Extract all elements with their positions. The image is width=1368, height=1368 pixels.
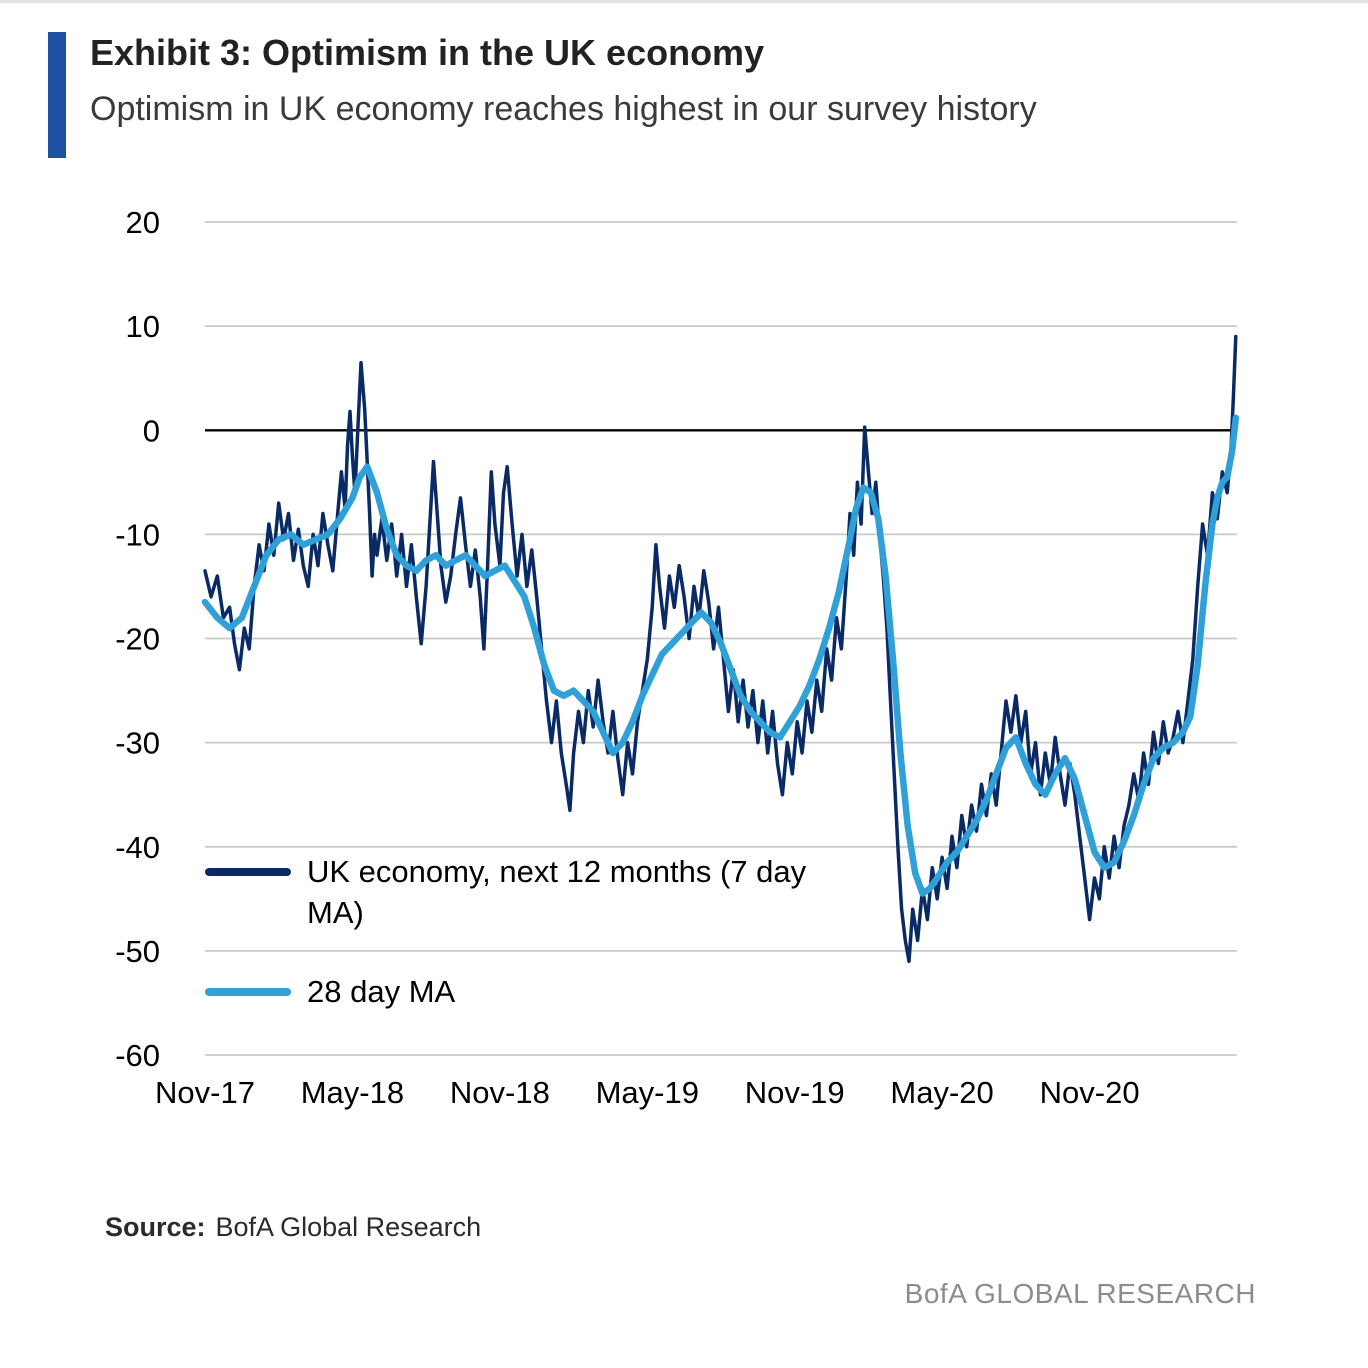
- exhibit-header: Exhibit 3: Optimism in the UK economy Op…: [48, 32, 1037, 158]
- source-note: Source: BofA Global Research: [105, 1212, 481, 1243]
- svg-text:May-18: May-18: [301, 1075, 404, 1110]
- line-chart: 20 10 0 -10 -20 -30 -40 -50 -60 Nov-17 May-18 Nov-1…: [0, 170, 1368, 1130]
- svg-text:0: 0: [143, 413, 160, 448]
- svg-text:20: 20: [126, 205, 160, 240]
- legend-item-28day-ma: 28 day MA: [205, 972, 867, 1013]
- brand-footer: BofA GLOBAL RESEARCH: [904, 1278, 1256, 1309]
- svg-text:-40: -40: [115, 830, 160, 865]
- svg-text:Nov-18: Nov-18: [450, 1075, 550, 1110]
- svg-text:Nov-17: Nov-17: [155, 1075, 255, 1110]
- svg-text:May-20: May-20: [890, 1075, 993, 1110]
- page-top-divider: [0, 0, 1368, 3]
- source-label: Source:: [105, 1212, 206, 1242]
- exhibit-accent-bar: [48, 32, 66, 158]
- legend-label-7day-ma: UK economy, next 12 months (7 day MA): [307, 854, 807, 930]
- chart-legend: UK economy, next 12 months (7 day MA) 28…: [205, 852, 867, 1013]
- svg-text:-20: -20: [115, 622, 160, 657]
- exhibit-title: Exhibit 3: Optimism in the UK economy: [90, 32, 765, 73]
- legend-line-swatch-lightblue: [205, 987, 291, 996]
- svg-text:Nov-20: Nov-20: [1040, 1075, 1140, 1110]
- exhibit-header-text: Exhibit 3: Optimism in the UK economy Op…: [90, 32, 1037, 158]
- svg-text:10: 10: [126, 309, 160, 344]
- legend-line-swatch-navy: [205, 868, 291, 876]
- svg-text:Nov-19: Nov-19: [745, 1075, 845, 1110]
- exhibit-subtitle: Optimism in UK economy reaches highest i…: [90, 90, 1037, 128]
- source-text: BofA Global Research: [215, 1212, 482, 1242]
- svg-text:May-19: May-19: [596, 1075, 699, 1110]
- svg-text:-60: -60: [115, 1038, 160, 1073]
- legend-item-7day-ma: UK economy, next 12 months (7 day MA): [205, 852, 867, 934]
- svg-text:-50: -50: [115, 934, 160, 969]
- svg-text:-10: -10: [115, 517, 160, 552]
- legend-label-28day-ma: 28 day MA: [307, 973, 456, 1009]
- svg-text:-30: -30: [115, 726, 160, 761]
